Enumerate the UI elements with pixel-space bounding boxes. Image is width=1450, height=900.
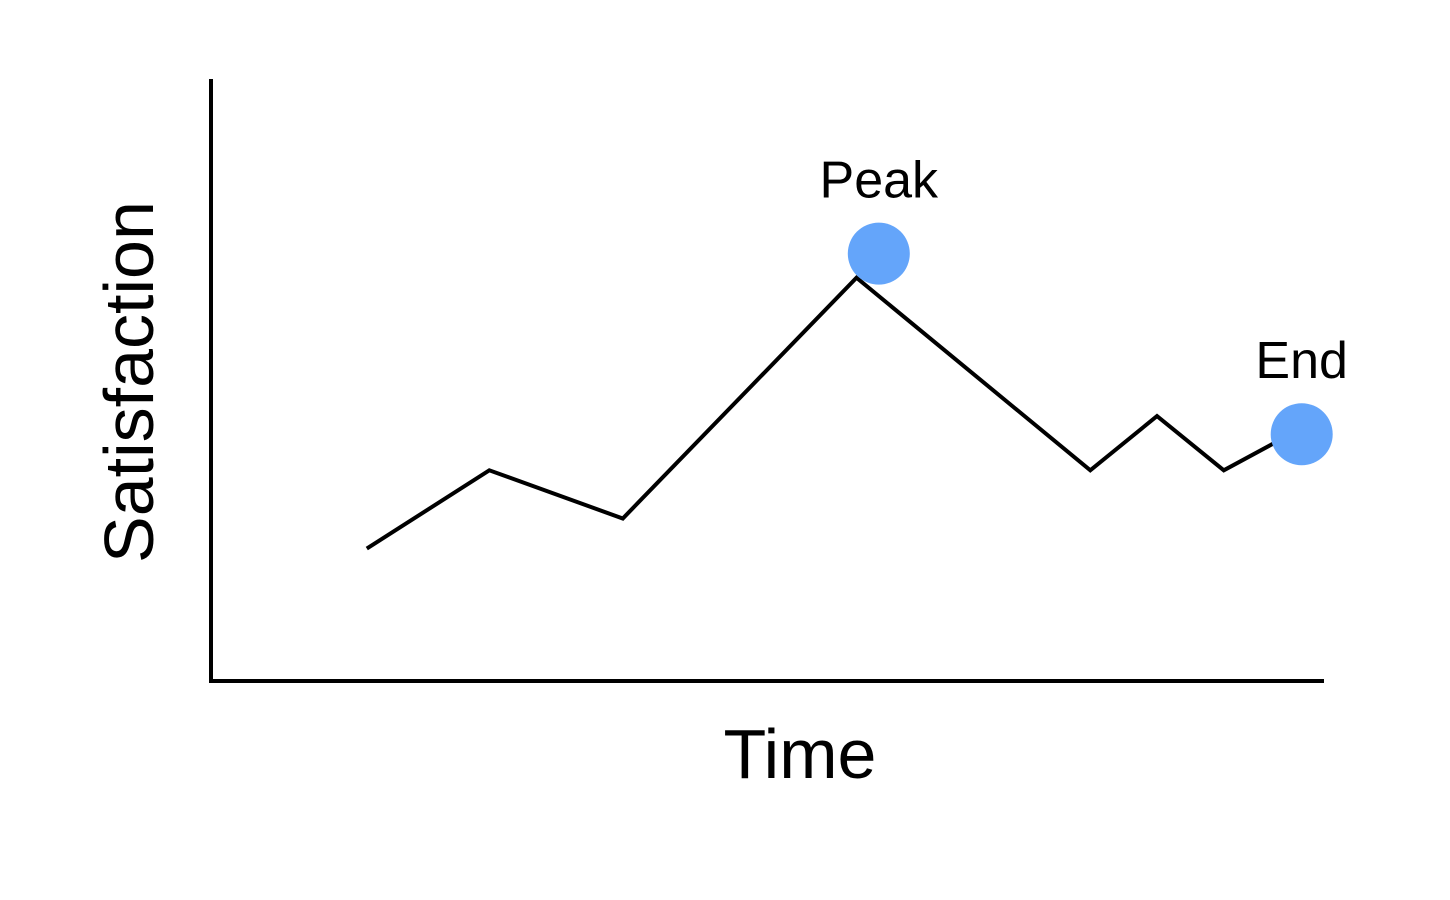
end-label: End [1255, 332, 1348, 390]
plot-area: Peak End [209, 79, 1348, 683]
peak-label: Peak [820, 152, 940, 210]
annotation-layer: Peak End [820, 152, 1348, 391]
x-axis-title: Time [724, 715, 877, 793]
marker-layer [847, 222, 1333, 466]
series-line [365, 274, 1292, 551]
y-axis-title: Satisfaction [90, 201, 168, 563]
end-marker [1270, 403, 1333, 466]
peak-marker [847, 222, 910, 285]
